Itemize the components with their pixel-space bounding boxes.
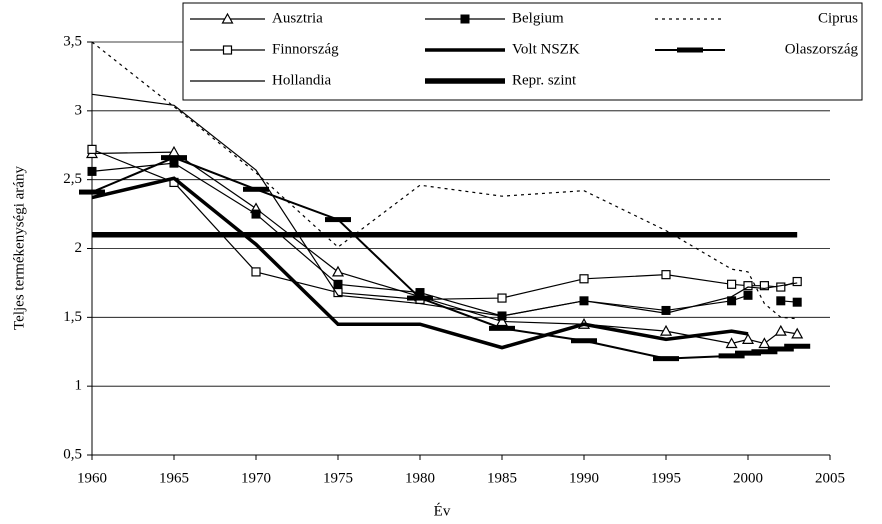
x-tick-label: 1980 — [405, 470, 435, 486]
marker — [407, 295, 433, 301]
marker — [726, 279, 737, 289]
legend-label: Finnország — [272, 41, 339, 57]
marker — [735, 350, 761, 356]
marker — [792, 276, 802, 287]
marker — [222, 45, 233, 55]
y-tick-label: 1 — [75, 378, 83, 394]
marker — [251, 209, 261, 219]
marker — [661, 270, 671, 280]
marker — [741, 333, 755, 344]
marker — [653, 356, 679, 362]
marker — [571, 338, 597, 344]
marker — [331, 265, 345, 277]
marker — [415, 288, 425, 298]
legend-label: Belgium — [512, 10, 564, 26]
series-line — [91, 93, 798, 317]
x-tick-label: 1970 — [241, 470, 271, 486]
marker — [325, 217, 351, 223]
y-tick-label: 2 — [75, 240, 83, 256]
y-tick-label: 1,5 — [63, 309, 82, 325]
legend-label: Ciprus — [818, 10, 858, 26]
marker — [743, 290, 753, 300]
marker — [243, 186, 269, 192]
series-line — [91, 151, 798, 345]
series-line — [91, 148, 798, 301]
legend-label: Volt NSZK — [512, 41, 580, 57]
marker — [661, 305, 671, 315]
legend-label: Hollandia — [272, 72, 331, 88]
legend-label: Ausztria — [272, 10, 323, 26]
x-tick-label: 1960 — [77, 470, 107, 486]
marker — [767, 346, 794, 352]
x-tick-label: 1985 — [487, 470, 517, 486]
marker — [791, 327, 804, 339]
series-line — [91, 176, 749, 350]
x-tick-label: 1965 — [159, 470, 189, 486]
x-tick-label: 1995 — [651, 470, 681, 486]
marker — [497, 293, 507, 303]
x-tick-label: 1975 — [323, 470, 353, 486]
marker — [333, 279, 343, 289]
legend-box — [182, 2, 863, 101]
marker — [677, 47, 703, 53]
marker — [489, 325, 515, 331]
marker — [87, 144, 97, 154]
marker — [169, 158, 179, 168]
marker — [776, 282, 786, 292]
x-axis-label: Év — [434, 502, 451, 519]
marker — [784, 343, 811, 349]
marker — [743, 281, 753, 291]
y-axis-label: Teljes termékenységi arány — [11, 166, 27, 330]
x-tick-label: 2005 — [815, 470, 845, 486]
y-tick-label: 3,5 — [63, 33, 82, 49]
marker — [776, 296, 786, 306]
series-line — [91, 162, 798, 317]
y-tick-label: 2,5 — [63, 171, 82, 187]
x-tick-label: 1990 — [569, 470, 599, 486]
x-tick-label: 2000 — [733, 470, 763, 486]
marker — [333, 287, 343, 298]
marker — [221, 12, 234, 24]
marker — [751, 349, 778, 355]
marker — [87, 166, 97, 176]
marker — [792, 297, 802, 307]
marker — [659, 324, 673, 336]
legend-label: Repr. szint — [512, 72, 577, 88]
marker — [774, 324, 787, 336]
marker — [718, 353, 745, 359]
marker — [460, 14, 470, 24]
marker — [727, 296, 737, 306]
series-line — [91, 41, 798, 320]
y-tick-label: 0,5 — [63, 446, 82, 462]
legend-label: Olaszország — [785, 41, 859, 57]
marker — [495, 315, 509, 327]
marker — [579, 274, 589, 284]
marker — [161, 155, 187, 161]
marker — [759, 281, 770, 291]
marker — [725, 337, 738, 349]
legend: Ausztria Belgium Ciprus Finnország Volt NSZK… — [182, 2, 863, 101]
marker — [79, 189, 105, 195]
marker — [758, 337, 771, 349]
y-tick-label: 3 — [75, 102, 83, 118]
marker — [251, 267, 261, 277]
series-line — [91, 156, 798, 360]
